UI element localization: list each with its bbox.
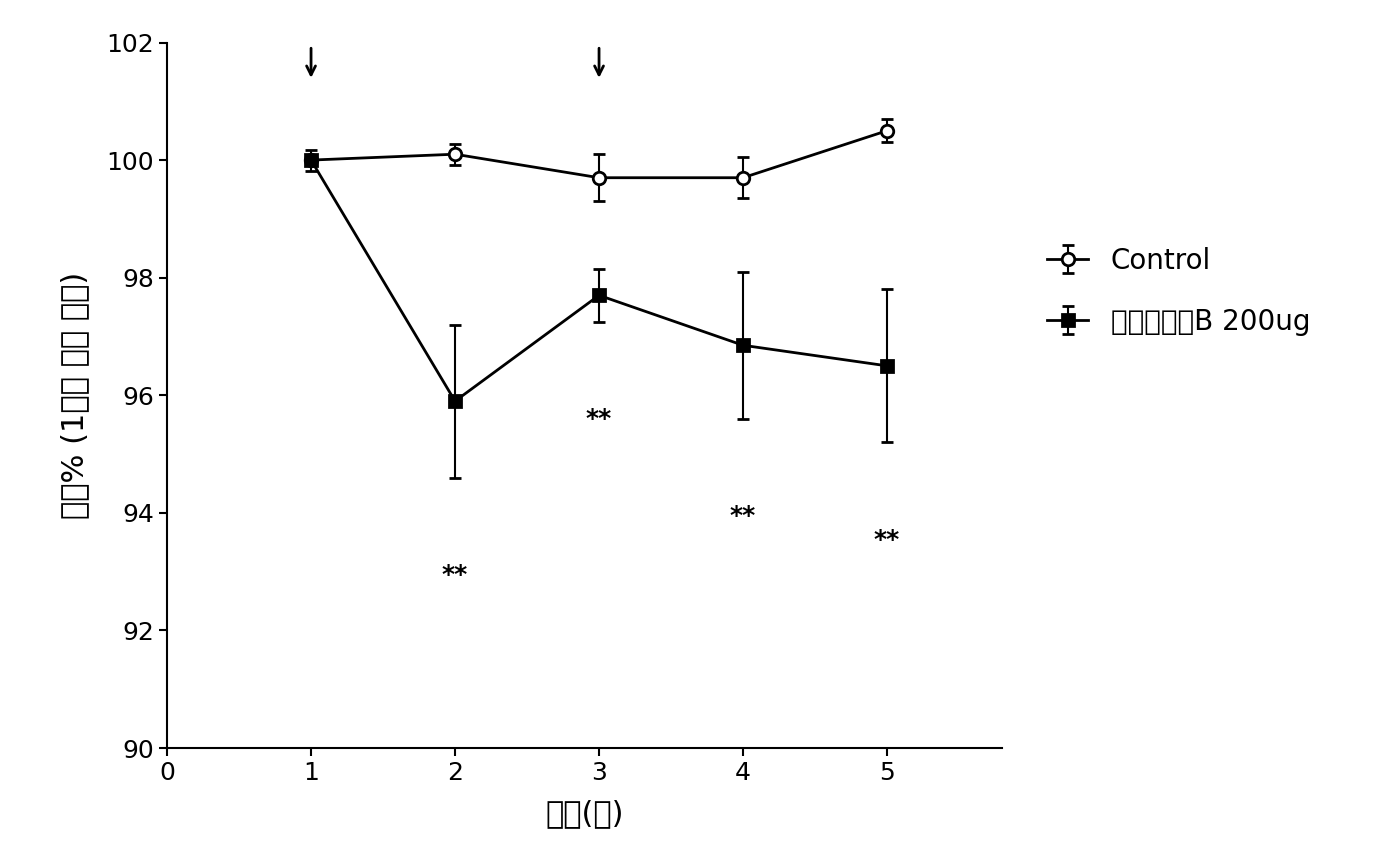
Text: **: ** (586, 407, 612, 431)
X-axis label: 시간(일): 시간(일) (546, 799, 624, 828)
Text: **: ** (729, 504, 756, 528)
Text: **: ** (441, 563, 468, 586)
Y-axis label: 체중% (1일차 체중 대비): 체중% (1일차 체중 대비) (60, 272, 89, 518)
Text: **: ** (874, 528, 901, 552)
Legend: Control, 오에노데인B 200ug: Control, 오에노데인B 200ug (1033, 233, 1324, 350)
